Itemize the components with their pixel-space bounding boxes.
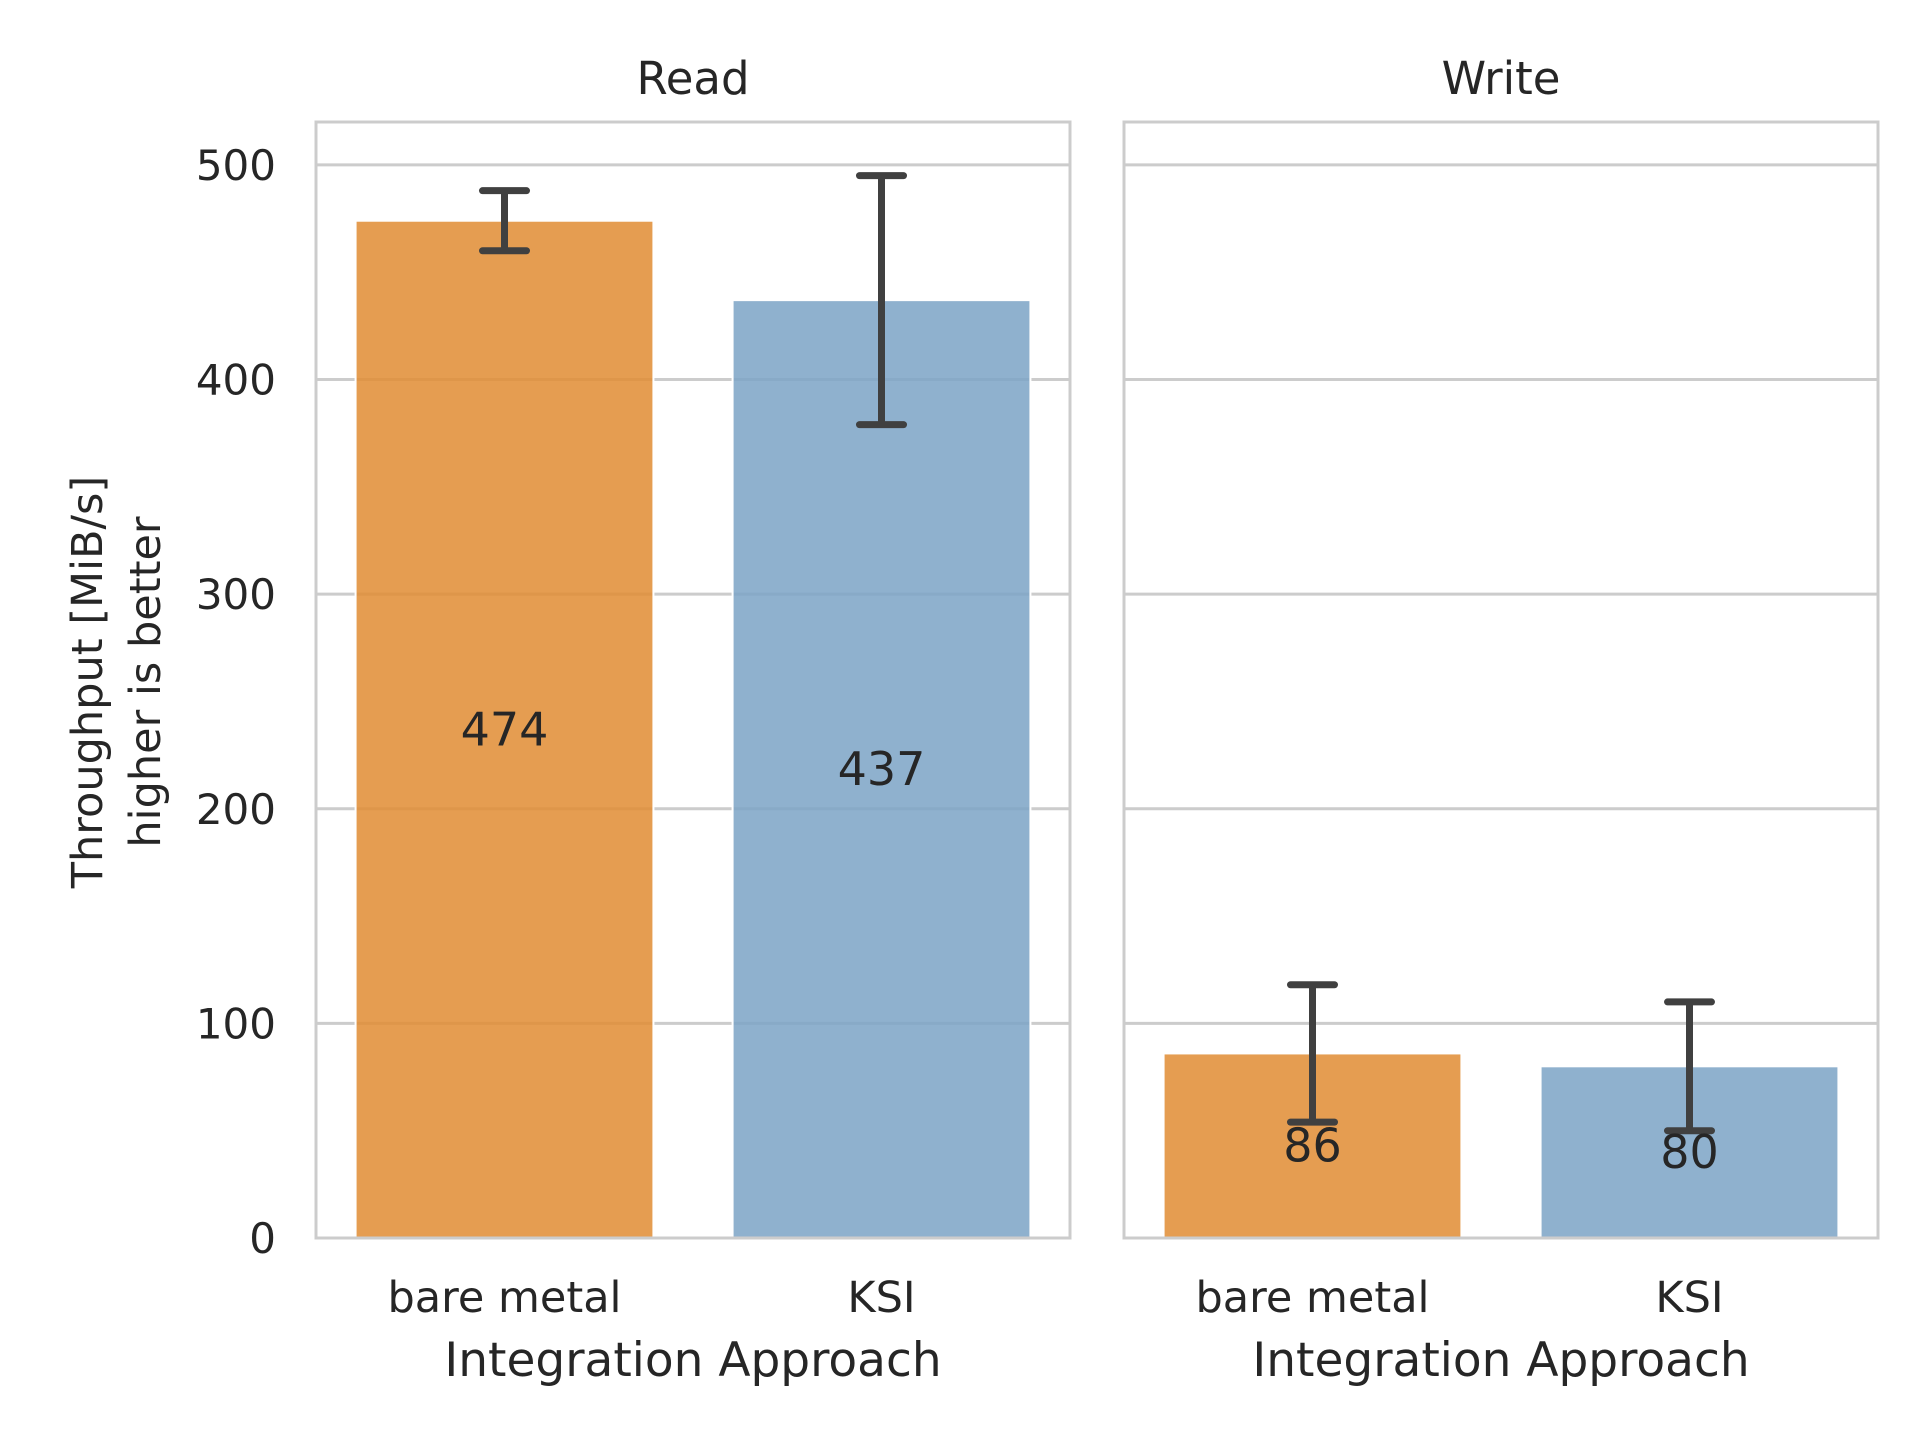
bar-value-label: 437 [838, 742, 926, 796]
bar-value-label: 474 [461, 702, 549, 756]
x-tick-label: bare metal [387, 1273, 621, 1323]
panel-frame [1122, 120, 1880, 1240]
facet-title: Read [636, 52, 749, 105]
x-tick-label: KSI [847, 1273, 915, 1323]
x-tick-label: bare metal [1195, 1273, 1429, 1323]
bar-bare-metal [354, 219, 655, 1239]
panel-frame [314, 120, 1072, 1240]
y-tick-label: 100 [196, 999, 276, 1048]
y-tick-label: 500 [196, 141, 276, 190]
y-axis-label-line-1: Throughput [MiB/s] [63, 476, 113, 889]
x-tick-label: KSI [1655, 1273, 1723, 1323]
facet-title: Write [1442, 52, 1561, 105]
bar-ksi [731, 299, 1032, 1239]
bar-value-label: 86 [1283, 1119, 1342, 1173]
y-tick-label: 0 [249, 1214, 276, 1263]
y-tick-label: 200 [196, 785, 276, 834]
y-axis-label-line-2: higher is better [121, 516, 171, 847]
y-tick-label: 400 [196, 356, 276, 405]
y-tick-label: 300 [196, 570, 276, 619]
x-axis-label: Integration Approach [444, 1333, 941, 1388]
bar-value-label: 80 [1660, 1125, 1719, 1179]
x-axis-label: Integration Approach [1252, 1333, 1749, 1388]
